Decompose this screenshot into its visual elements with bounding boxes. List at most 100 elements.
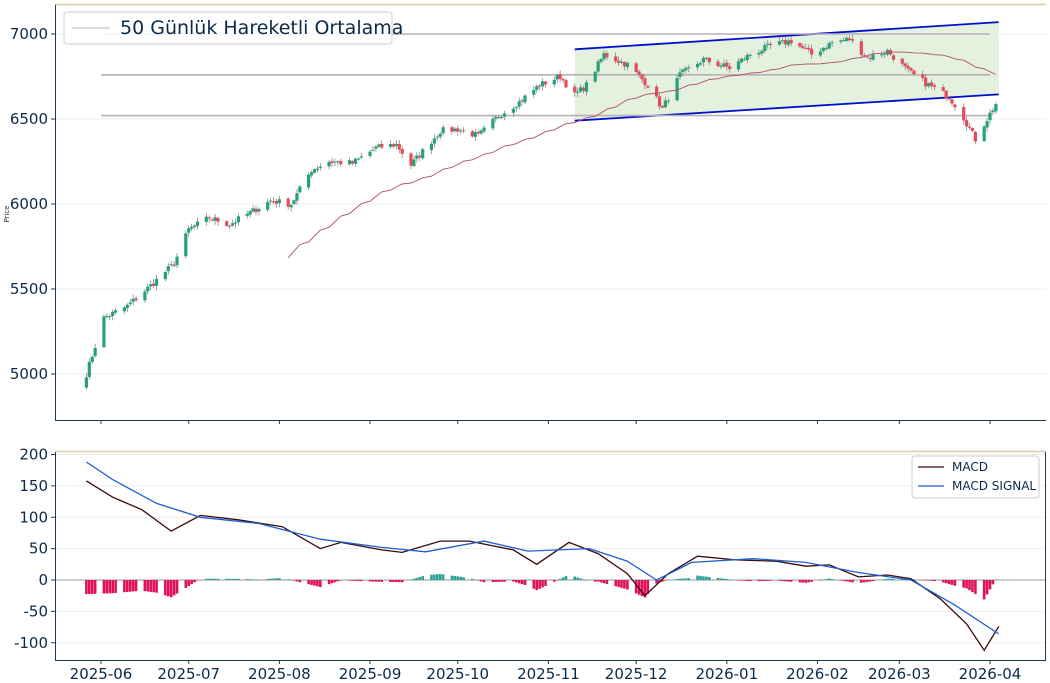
candle-up (540, 81, 545, 87)
candle-down (941, 87, 945, 91)
candle-up (388, 144, 393, 147)
histogram-bar-negative (801, 580, 805, 583)
price-y-tick-label: 6500 (10, 110, 48, 128)
histogram-bar-negative (819, 580, 822, 581)
moving-average-line (287, 51, 996, 259)
histogram-bar-positive (418, 577, 422, 580)
histogram-bar-negative (330, 580, 334, 584)
candle-down (520, 100, 524, 102)
candle-up (336, 161, 340, 163)
histogram-bar-negative (503, 580, 506, 582)
histogram-bar-positive (699, 575, 702, 580)
histogram-bar-positive (702, 576, 705, 580)
candle-up (266, 201, 270, 210)
histogram-bar-positive (462, 577, 465, 580)
histogram-bar-negative (88, 580, 91, 595)
candle-up (482, 127, 486, 132)
candle-up (432, 138, 436, 144)
x-tick-label: 2025-10 (426, 665, 489, 683)
macd-x-ticks: 2025-06 2025-07 2025-08 2025-09 2025-10 2025-… (70, 660, 1021, 683)
histogram-bar-negative (991, 580, 995, 585)
candle-up (517, 101, 521, 107)
histogram-bar-negative (985, 580, 989, 595)
candle-up (131, 298, 135, 302)
histogram-bar-negative (737, 580, 740, 581)
candle-up (213, 217, 217, 221)
channel-upper-line (574, 21, 999, 51)
candle-up (441, 127, 445, 134)
candle-up (412, 159, 416, 166)
candle-up (84, 377, 88, 388)
histogram-bar-negative (397, 580, 401, 583)
candle-up (429, 143, 434, 151)
histogram-bar-positive (204, 578, 208, 580)
candle-up (87, 361, 91, 378)
histogram-bar-positive (453, 575, 457, 580)
histogram-bar-negative (134, 580, 138, 592)
candle-up (599, 59, 603, 62)
histogram-bar-negative (740, 580, 743, 581)
histogram-bar-negative (634, 580, 638, 594)
histogram-bar-negative (930, 580, 933, 581)
candle-down (906, 65, 910, 69)
candle-up (307, 174, 311, 188)
histogram-bar-negative (380, 580, 384, 582)
macd-y-tick-label: 150 (19, 477, 48, 495)
histogram-bar-negative (123, 580, 126, 593)
candle-up (435, 136, 439, 138)
histogram-bar-negative (933, 580, 936, 582)
candle-up (125, 304, 129, 309)
candle-up (666, 100, 670, 102)
histogram-bar-negative (839, 580, 843, 581)
candle-up (377, 144, 381, 147)
price-x-ticks (100, 420, 991, 424)
candle-up (453, 128, 457, 132)
histogram-bar-negative (500, 580, 503, 582)
histogram-bar-positive (441, 574, 445, 580)
histogram-bar-positive (289, 579, 293, 581)
candle-up (681, 69, 685, 72)
histogram-bar-negative (655, 580, 658, 584)
histogram-bar-negative (810, 580, 813, 582)
histogram-bar-positive (573, 576, 577, 580)
candle-up (374, 146, 378, 149)
candle-up (514, 107, 518, 109)
histogram-bar-negative (172, 580, 176, 596)
candle-down (912, 70, 916, 75)
histogram-bar-negative (646, 580, 650, 594)
candle-down (350, 161, 355, 164)
histogram-bar-negative (842, 580, 846, 581)
histogram-bar-negative (374, 580, 378, 582)
candle-down (418, 155, 422, 158)
histogram-bar-negative (783, 580, 787, 582)
histogram-bar-negative (555, 580, 559, 581)
candle-up (684, 67, 688, 71)
candle-down (891, 55, 896, 60)
histogram-bar-positive (207, 578, 211, 580)
candle-down (646, 86, 650, 88)
candle-up (93, 347, 97, 357)
candle-up (327, 162, 331, 167)
candle-down (967, 126, 972, 128)
candle-down (798, 43, 802, 47)
candle-down (900, 58, 904, 64)
candle-down (909, 68, 913, 71)
histogram-bar-negative (760, 580, 764, 582)
candle-down (274, 200, 279, 204)
candle-up (415, 155, 419, 159)
histogram-bar-negative (748, 580, 752, 582)
histogram-bar-negative (862, 580, 866, 583)
histogram-bar-negative (541, 580, 544, 588)
histogram-bar-negative (944, 580, 948, 584)
histogram-bar-negative (494, 580, 498, 582)
macd-y-tick-label: 50 (29, 540, 48, 558)
candle-up (695, 63, 700, 68)
histogram-bar-negative (482, 580, 486, 583)
candle-up (111, 311, 115, 316)
candle-down (903, 63, 907, 67)
candle-up (318, 166, 322, 169)
histogram-bar-positive (892, 578, 895, 580)
candle-down (944, 90, 948, 99)
histogram-bar-negative (377, 580, 381, 582)
